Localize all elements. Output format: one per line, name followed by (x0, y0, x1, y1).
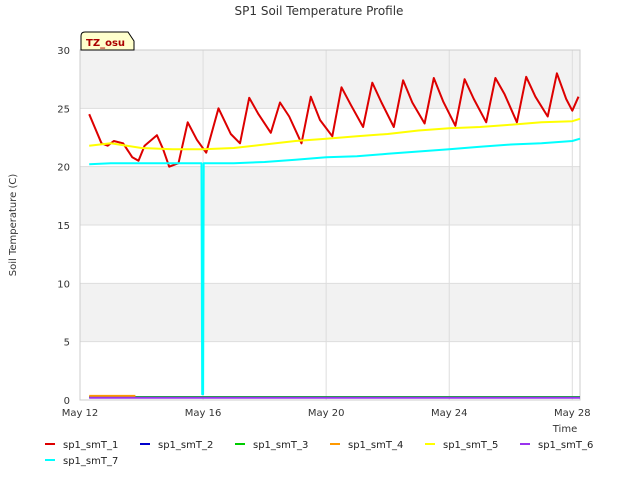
x-tick-label: May 16 (185, 408, 222, 419)
y-tick-label: 20 (57, 163, 70, 174)
y-tick-label: 10 (57, 279, 70, 290)
series-line-sp1_smT_1 (88, 72, 580, 168)
chart-title: SP1 Soil Temperature Profile (235, 4, 404, 18)
legend-label: sp1_smT_1 (63, 440, 118, 451)
site-badge: TZ_osu (80, 31, 135, 51)
plot-band (80, 341, 580, 400)
plot-band (80, 225, 580, 284)
series-lines (88, 72, 581, 399)
legend: sp1_smT_1 sp1_smT_2 sp1_smT_3 sp1_smT_4 sp1_… (45, 440, 593, 467)
y-tick-label: 5 (64, 338, 70, 349)
legend-label: sp1_smT_6 (538, 440, 593, 451)
x-tick-label: May 20 (308, 408, 345, 419)
x-tick-label: May 28 (554, 408, 591, 419)
series-line-sp1_smT_5 (89, 117, 581, 151)
plot-band (80, 166, 580, 225)
y-tick-label: 25 (57, 104, 70, 115)
plot-band (80, 50, 580, 109)
plot-band (80, 283, 580, 342)
series-line-sp1_smT_7 (89, 137, 581, 396)
y-axis-title: Soil Temperature (C) (8, 174, 19, 277)
x-axis: May 12 May 16 May 20 May 24 May 28 (62, 408, 591, 419)
y-tick-label: 15 (57, 221, 70, 232)
plot-border (79, 49, 581, 401)
legend-label: sp1_smT_7 (63, 456, 118, 467)
legend-label: sp1_smT_2 (158, 440, 213, 451)
y-tick-label: 0 (64, 396, 70, 407)
legend-label: sp1_smT_3 (253, 440, 308, 451)
y-axis: 0 5 10 15 20 25 30 (57, 46, 70, 407)
y-tick-label: 30 (57, 46, 70, 57)
x-axis-title: Time (552, 424, 577, 435)
legend-label: sp1_smT_5 (443, 440, 498, 451)
x-tick-label: May 12 (62, 408, 99, 419)
x-tick-label: May 24 (431, 408, 468, 419)
legend-label: sp1_smT_4 (348, 440, 403, 451)
site-badge-label: TZ_osu (86, 38, 125, 49)
site-badge-box (80, 31, 135, 51)
